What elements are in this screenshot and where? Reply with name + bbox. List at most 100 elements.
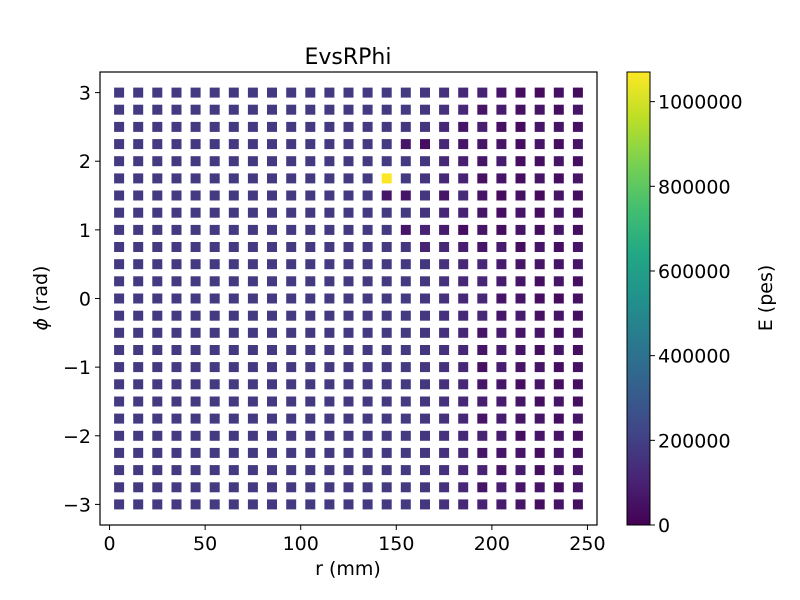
heatmap-cell xyxy=(305,447,316,458)
heatmap-cell xyxy=(477,87,488,98)
heatmap-cell xyxy=(247,379,258,390)
heatmap-cell xyxy=(572,259,583,270)
heatmap-cell xyxy=(534,327,545,338)
heatmap-cell xyxy=(228,207,239,218)
heatmap-cell xyxy=(420,310,430,321)
heatmap-cell xyxy=(133,173,144,184)
heatmap-cell xyxy=(458,499,469,510)
heatmap-cell xyxy=(553,430,564,441)
heatmap-cell xyxy=(458,396,469,407)
heatmap-cell xyxy=(439,327,450,338)
heatmap-cell xyxy=(515,121,526,132)
heatmap-cell xyxy=(209,276,220,287)
colorbar-tick-label: 1000000 xyxy=(658,92,743,114)
heatmap-cell xyxy=(324,327,335,338)
heatmap-cell xyxy=(152,156,163,167)
heatmap-cell xyxy=(458,242,469,252)
heatmap-cell xyxy=(228,139,239,150)
heatmap-cell xyxy=(496,190,507,201)
heatmap-cell xyxy=(381,482,392,493)
heatmap-cell xyxy=(286,173,297,184)
heatmap-cell xyxy=(343,465,354,476)
heatmap-cell xyxy=(267,345,277,355)
heatmap-cell xyxy=(343,276,354,287)
heatmap-cell xyxy=(305,396,316,407)
heatmap-cell xyxy=(534,499,545,510)
heatmap-cell xyxy=(286,327,297,338)
heatmap-cell xyxy=(458,465,469,476)
heatmap-cell xyxy=(477,156,488,167)
heatmap-cell xyxy=(515,87,526,98)
heatmap-cell xyxy=(439,190,450,201)
heatmap-cell xyxy=(286,430,297,441)
heatmap-cell xyxy=(477,310,488,321)
colorbar-tick-label: 0 xyxy=(658,515,670,537)
heatmap-cell xyxy=(420,259,430,270)
heatmap-cell xyxy=(171,173,182,184)
heatmap-cell xyxy=(305,465,316,476)
heatmap-cell xyxy=(114,379,125,390)
heatmap-cell xyxy=(381,139,392,150)
heatmap-cell xyxy=(133,362,144,373)
heatmap-cell xyxy=(305,207,316,218)
heatmap-cell xyxy=(133,156,144,167)
heatmap-cell xyxy=(228,482,239,493)
heatmap-cell xyxy=(267,362,277,373)
heatmap-cell xyxy=(324,430,335,441)
x-tick-label: 200 xyxy=(474,533,510,555)
heatmap-cell xyxy=(152,396,163,407)
heatmap-cell xyxy=(267,259,277,270)
heatmap-cell xyxy=(324,173,335,184)
heatmap-cell xyxy=(439,207,450,218)
heatmap-cell xyxy=(534,104,545,115)
heatmap-cell xyxy=(209,379,220,390)
heatmap-cell xyxy=(305,242,316,252)
colorbar xyxy=(626,71,651,526)
heatmap-cell xyxy=(553,242,564,252)
heatmap-cell xyxy=(247,482,258,493)
heatmap-cell xyxy=(534,259,545,270)
x-tick-label: 0 xyxy=(104,533,116,555)
heatmap-cell xyxy=(420,173,430,184)
heatmap-cell xyxy=(515,362,526,373)
heatmap-cell xyxy=(286,310,297,321)
heatmap-cell xyxy=(553,482,564,493)
heatmap-cell xyxy=(343,327,354,338)
heatmap-cell xyxy=(534,156,545,167)
heatmap-cell xyxy=(553,447,564,458)
heatmap-cell xyxy=(458,345,469,355)
heatmap-cell xyxy=(324,259,335,270)
heatmap-cell xyxy=(171,362,182,373)
heatmap-cell xyxy=(114,345,125,355)
heatmap-cell xyxy=(400,447,411,458)
heatmap-cell xyxy=(228,87,239,98)
heatmap-cell xyxy=(362,293,373,304)
heatmap-cell xyxy=(400,293,411,304)
heatmap-cell xyxy=(553,465,564,476)
heatmap-cell xyxy=(420,87,430,98)
heatmap-cell xyxy=(171,156,182,167)
heatmap-cell xyxy=(439,156,450,167)
heatmap-cell xyxy=(305,224,316,235)
heatmap-cell xyxy=(286,396,297,407)
heatmap-cell xyxy=(305,173,316,184)
heatmap-cell xyxy=(343,224,354,235)
heatmap-cell xyxy=(247,87,258,98)
heatmap-cell xyxy=(515,156,526,167)
heatmap-cell xyxy=(496,276,507,287)
heatmap-cell xyxy=(228,242,239,252)
heatmap-cell xyxy=(247,104,258,115)
heatmap-cell xyxy=(209,499,220,510)
colorbar-tick-label: 800000 xyxy=(658,176,731,198)
heatmap-cell xyxy=(381,207,392,218)
heatmap-cell xyxy=(381,121,392,132)
heatmap-cell xyxy=(400,276,411,287)
heatmap-cell xyxy=(496,379,507,390)
heatmap-cell xyxy=(247,293,258,304)
heatmap-cell xyxy=(534,465,545,476)
heatmap-cell xyxy=(324,396,335,407)
heatmap-cell xyxy=(553,396,564,407)
y-axis-ticks: 3 2 1 0 −1 −2 −3 xyxy=(63,83,100,516)
x-tick-label: 50 xyxy=(193,533,217,555)
heatmap-cell xyxy=(209,447,220,458)
